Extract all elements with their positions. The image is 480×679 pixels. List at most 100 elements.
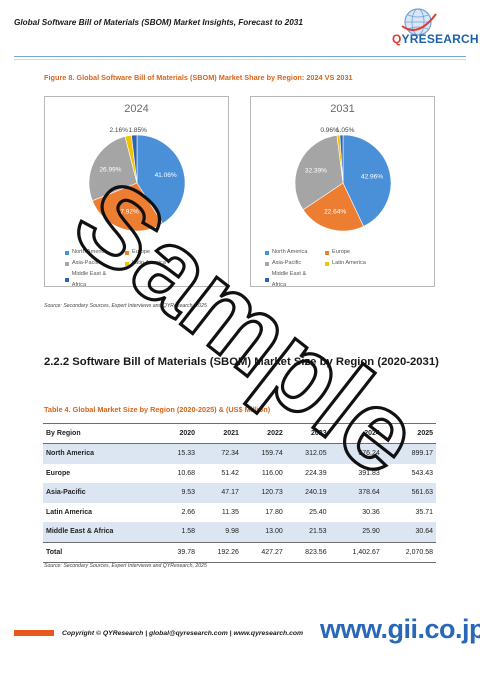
table-cell: 21.53 [285,522,330,542]
table-cell: 72.34 [198,443,242,464]
pie-svg: 41.06% 27.92% 26.99% 2.16% 1.85% [88,127,186,232]
legend-item: Latin America [125,258,179,269]
table-cell: 11.35 [221,508,239,516]
table-cell: 51.42 [221,469,239,477]
pie-slice-europe [302,182,364,232]
table-cell: Europe [46,469,71,477]
table-row: North America 15.33 72.34 159.74 312.05 576.2… [43,443,436,464]
legend-label: Latin America [332,260,366,266]
legend-label: Asia-Pacific [272,260,302,266]
table-row: Asia-Pacific 9.53 47.17 120.73 240.19 378.64 5… [43,483,436,503]
table-header-cell: 2025 [382,423,436,444]
pie-slice-middle-east-africa [131,134,138,184]
globe-icon [401,8,437,36]
table-header-cell: 2021 [198,423,242,444]
table-header-cell: 2023 [285,423,330,444]
footer-copyright: Copyright © QYResearch | global@qyresear… [62,630,304,637]
section-heading: 2.2.2 Software Bill of Materials (SBOM) … [44,356,439,368]
table-cell: 561.63 [382,483,436,503]
footer-accent-bar [14,630,54,636]
pie-slice-asia-pacific [294,135,344,211]
pie-data-label: 26.99% [99,167,121,174]
table-cell: 47.17 [198,483,242,503]
table-title: Table 4. Global Market Size by Region (2… [44,405,271,414]
table-cell: 543.43 [411,469,433,477]
table-cell: 35.71 [415,508,433,516]
header-divider [14,56,466,57]
pie-data-label: 1.05% [336,127,355,134]
legend-swatch [65,278,69,282]
gii-link[interactable]: www.gii.co.jp [320,614,480,644]
pie-title: 2031 [330,103,355,115]
legend-swatch [265,278,269,282]
pie-chart-2024: 2024 41.06% 27.92% 26.99% 2.16% 1.85% North … [44,96,229,288]
pie-slice-north-america [136,134,186,225]
legend-swatch [265,261,269,266]
legend-swatch [65,261,69,266]
table-cell: 30.64 [382,522,436,542]
table-cell: 9.53 [160,483,199,503]
pie-data-label: 41.06% [155,172,177,179]
table-cell: Asia-Pacific [43,483,161,503]
pie-slice-middle-east-africa [339,134,344,184]
pie-data-label: 27.92% [117,208,139,215]
table-cell: 427.27 [241,541,286,563]
legend-swatch [265,250,269,255]
pie-data-label: 22.64% [324,209,346,216]
table-cell: 39.78 [160,541,199,563]
table-cell: Latin America [46,508,93,516]
table-header-cell: By Region [43,423,161,444]
legend-item: Latin America [325,258,379,269]
pie-data-label: 2.16% [110,127,129,134]
table-cell: 240.19 [285,483,330,503]
legend-label: North America [272,249,308,255]
legend-item: Middle East & Africa [265,269,319,291]
table-header-cell: 2024 [329,423,383,444]
legend-label: North America [72,249,108,255]
pie-svg: 42.96% 22.64% 32.39% 0.96%1.05% [294,127,392,232]
table-cell: 2.66 [181,508,196,516]
table-cell: 159.74 [241,443,286,464]
legend-row: North America Europe [65,247,185,258]
table-cell: Middle East & Africa [43,522,161,542]
pie-legend: North America Europe Asia-Pacific Latin Ame… [265,247,385,291]
table-cell: 378.64 [329,483,383,503]
table-source: Source: Secondary Sources, Expert Interv… [44,563,207,569]
qyresearch-logo [362,6,472,50]
table-cell: 391.83 [358,469,380,477]
legend-item: North America [265,247,319,258]
legend-item: Asia-Pacific [65,258,119,269]
table-total-row: Total 39.78 192.26 427.27 823.56 1,402.67 2,07… [43,541,436,563]
table-cell: 192.26 [198,541,242,563]
table-row: Middle East & Africa 1.58 9.98 13.00 21.53 25… [43,522,436,542]
table-cell: 576.24 [329,443,383,464]
legend-label: Asia-Pacific [72,260,102,266]
pie-data-label: 32.39% [305,168,327,175]
table-cell: 116.00 [261,469,283,477]
header-divider-secondary [14,59,466,60]
legend-label: Europe [132,249,151,255]
pie-slice-asia-pacific [88,136,138,202]
legend-swatch [325,250,329,255]
table-row: Latin America 2.66 11.35 17.80 25.40 30.36 35.… [43,503,436,523]
table-cell: 224.39 [305,469,327,477]
table-cell: 10.68 [177,469,196,477]
legend-item: Europe [125,247,179,258]
table-row: Europe 10.68 51.42 116.00 224.39 391.83 543.43 [43,464,436,484]
table-cell: 30.36 [362,508,380,516]
table-cell: Total [43,541,161,563]
legend-label: Latin America [132,260,166,266]
legend-swatch [65,250,69,255]
legend-item: Middle East & Africa [65,269,119,291]
table-cell: 312.05 [285,443,330,464]
table-header-cell: 2022 [241,423,286,444]
pie-slice-europe [91,182,163,232]
table-header-row: By Region 2020 2021 2022 2023 2024 2025 [43,423,436,444]
table-cell: 823.56 [285,541,330,563]
legend-swatch [125,261,129,266]
legend-row: North America Europe [265,247,385,258]
legend-swatch [125,250,129,255]
table-header-cell: 2020 [160,423,199,444]
table-cell: 15.33 [160,443,199,464]
table-cell: 120.73 [241,483,286,503]
